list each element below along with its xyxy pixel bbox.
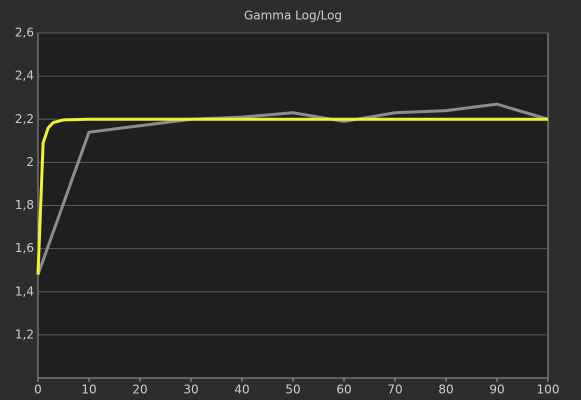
x-tick-label: 90 [489, 383, 504, 397]
x-tick-label: 10 [81, 383, 96, 397]
series-line [36, 102, 549, 276]
x-tick-label: 50 [285, 383, 300, 397]
x-tick-label: 100 [537, 383, 560, 397]
y-tick-label: 1,4 [15, 284, 34, 298]
y-tick-label: 2 [26, 155, 34, 169]
y-tick-label: 2,4 [15, 69, 34, 83]
y-tick-label: 1,8 [15, 198, 34, 212]
x-tick-label: 70 [387, 383, 402, 397]
x-tick-label: 20 [132, 383, 147, 397]
y-tick-label: 1,2 [15, 327, 34, 341]
y-tick-label: 2,6 [15, 26, 34, 40]
x-tick-label: 30 [183, 383, 198, 397]
y-tick-label: 1,6 [15, 241, 34, 255]
series-line [36, 117, 548, 275]
chart-title: Gamma Log/Log [244, 9, 342, 23]
x-tick-label: 80 [438, 383, 453, 397]
x-tick-label: 40 [234, 383, 249, 397]
x-tick-label: 0 [34, 383, 42, 397]
x-tick-label: 60 [336, 383, 351, 397]
y-tick-label: 2,2 [15, 112, 34, 126]
